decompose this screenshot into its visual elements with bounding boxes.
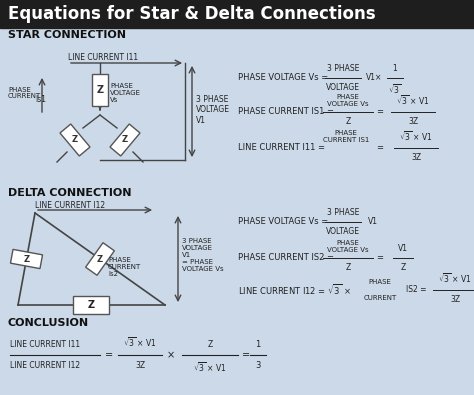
Text: Z: Z <box>346 117 351 126</box>
Text: CURRENT: CURRENT <box>364 295 397 301</box>
Text: =: = <box>376 254 383 263</box>
Text: IS2 =: IS2 = <box>406 286 427 295</box>
Polygon shape <box>110 124 140 156</box>
Text: =: = <box>376 107 383 117</box>
Text: 3Z: 3Z <box>411 153 421 162</box>
Polygon shape <box>86 243 114 275</box>
Text: $\sqrt{3}$ × V1: $\sqrt{3}$ × V1 <box>396 94 430 107</box>
Text: PHASE
VOLTAGE
Vs: PHASE VOLTAGE Vs <box>110 83 141 103</box>
Text: Z: Z <box>122 135 128 145</box>
Text: Z: Z <box>23 254 29 263</box>
Text: PHASE CURRENT IS2 =: PHASE CURRENT IS2 = <box>238 254 334 263</box>
Text: VOLTAGE: VOLTAGE <box>326 83 360 92</box>
Text: PHASE VOLTAGE Vs =: PHASE VOLTAGE Vs = <box>238 218 328 226</box>
Text: LINE CURRENT I11: LINE CURRENT I11 <box>68 53 138 62</box>
Text: Z: Z <box>88 300 95 310</box>
Text: 3 PHASE: 3 PHASE <box>327 208 359 217</box>
Text: PHASE
CURRENT: PHASE CURRENT <box>8 87 41 100</box>
Text: 3 PHASE: 3 PHASE <box>327 64 359 73</box>
Text: $\sqrt{3}$ × V1: $\sqrt{3}$ × V1 <box>399 130 433 143</box>
Polygon shape <box>10 249 43 269</box>
Text: PHASE CURRENT IS1 =: PHASE CURRENT IS1 = <box>238 107 334 117</box>
Text: 3Z: 3Z <box>450 295 460 304</box>
Text: Z: Z <box>72 135 78 145</box>
Text: LINE CURRENT I12: LINE CURRENT I12 <box>35 201 105 211</box>
Text: 3 PHASE
VOLTAGE
V1
= PHASE
VOLTAGE Vs: 3 PHASE VOLTAGE V1 = PHASE VOLTAGE Vs <box>182 238 224 272</box>
Text: =: = <box>376 143 383 152</box>
Text: STAR CONNECTION: STAR CONNECTION <box>8 30 126 40</box>
Polygon shape <box>60 124 90 156</box>
Text: LINE CURRENT I12: LINE CURRENT I12 <box>10 361 80 370</box>
Text: V1: V1 <box>368 218 378 226</box>
Text: Z: Z <box>97 254 103 263</box>
Text: $\sqrt{3}$ × V1: $\sqrt{3}$ × V1 <box>123 335 157 349</box>
Text: 3 PHASE
VOLTAGE
V1: 3 PHASE VOLTAGE V1 <box>196 95 230 125</box>
Bar <box>0 0 474 28</box>
Bar <box>73 296 109 314</box>
Text: LINE CURRENT I11 =: LINE CURRENT I11 = <box>238 143 325 152</box>
Text: ×: × <box>167 350 175 360</box>
Text: V1: V1 <box>398 244 408 253</box>
Text: Z: Z <box>207 340 213 349</box>
Text: VOLTAGE: VOLTAGE <box>326 227 360 236</box>
Text: LINE CURRENT I12 = $\sqrt{3}$ ×: LINE CURRENT I12 = $\sqrt{3}$ × <box>238 283 351 297</box>
Text: PHASE: PHASE <box>369 279 392 285</box>
Text: LINE CURRENT I11: LINE CURRENT I11 <box>10 340 80 349</box>
Text: $\sqrt{3}$ × V1: $\sqrt{3}$ × V1 <box>438 271 472 285</box>
Text: $\sqrt{3}$ × V1: $\sqrt{3}$ × V1 <box>193 361 227 374</box>
Text: PHASE
VOLTAGE Vs: PHASE VOLTAGE Vs <box>327 240 369 253</box>
Text: 1: 1 <box>255 340 261 349</box>
Text: 3Z: 3Z <box>135 361 145 370</box>
Text: Is1: Is1 <box>35 96 46 105</box>
Text: Z: Z <box>96 85 103 95</box>
Text: Z: Z <box>346 263 351 272</box>
Text: 1: 1 <box>392 64 397 73</box>
Text: PHASE VOLTAGE Vs =: PHASE VOLTAGE Vs = <box>238 73 328 83</box>
Text: =: = <box>242 350 250 360</box>
Text: Equations for Star & Delta Connections: Equations for Star & Delta Connections <box>8 5 375 23</box>
Text: V1×: V1× <box>366 73 383 83</box>
Text: 3Z: 3Z <box>408 117 418 126</box>
Text: 3: 3 <box>255 361 261 370</box>
Polygon shape <box>92 74 108 106</box>
Text: PHASE
CURRENT IS1: PHASE CURRENT IS1 <box>323 130 369 143</box>
Text: DELTA CONNECTION: DELTA CONNECTION <box>8 188 131 198</box>
Text: PHASE
CURRENT
Is2: PHASE CURRENT Is2 <box>108 257 141 277</box>
Text: $\sqrt{3}$: $\sqrt{3}$ <box>388 83 402 96</box>
Text: CONCLUSION: CONCLUSION <box>8 318 89 328</box>
Text: =: = <box>105 350 113 360</box>
Text: PHASE
VOLTAGE Vs: PHASE VOLTAGE Vs <box>327 94 369 107</box>
Text: Z: Z <box>401 263 406 272</box>
